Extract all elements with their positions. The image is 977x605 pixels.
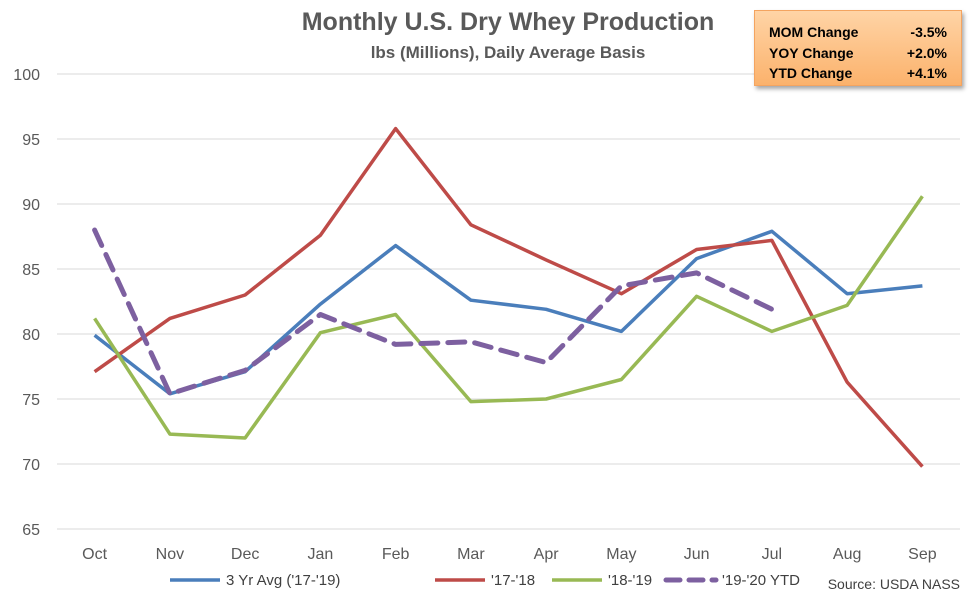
y-tick-label: 65 [22, 522, 40, 539]
source-note: Source: USDA NASS [828, 576, 960, 592]
y-tick-label: 70 [22, 457, 40, 474]
x-tick-label: Sep [908, 546, 937, 563]
legend-label: 3 Yr Avg ('17-'19) [226, 572, 340, 589]
change-summary-box: MOM Change -3.5% YOY Change +2.0% YTD Ch… [754, 10, 962, 86]
y-tick-label: 100 [13, 67, 40, 84]
y-tick-label: 80 [22, 327, 40, 344]
x-tick-label: Jan [307, 546, 333, 563]
stat-label: YTD Change [769, 65, 853, 81]
legend-label: '18-'19 [608, 572, 652, 589]
x-tick-label: Nov [156, 546, 184, 563]
y-axis-ticks: 65 70 75 80 85 90 95 100 [13, 67, 40, 539]
legend-label: '19-'20 YTD [722, 572, 800, 589]
series-line-2 [93, 195, 924, 440]
chart-subtitle: lbs (Millions), Daily Average Basis [371, 43, 646, 62]
legend-label: '17-'18 [491, 572, 535, 589]
series-line-0 [93, 229, 923, 396]
stat-value: +2.0% [906, 44, 947, 61]
y-tick-label: 90 [22, 197, 40, 214]
stat-row-ytd: YTD Change +4.1% [769, 63, 947, 84]
x-tick-label: Jul [762, 546, 782, 563]
series-lines [92, 126, 924, 468]
x-tick-label: May [606, 546, 636, 563]
x-tick-label: Feb [382, 546, 410, 563]
x-axis-ticks: Oct Nov Dec Jan Feb Mar Apr May Jun Jul Aug Sep [82, 546, 937, 563]
stat-label: MOM Change [769, 24, 859, 40]
series-line-1 [93, 126, 924, 468]
x-tick-label: Oct [82, 546, 107, 563]
stat-label: YOY Change [769, 44, 854, 61]
x-tick-label: Mar [457, 546, 485, 563]
y-tick-label: 75 [22, 392, 40, 409]
y-tick-label: 95 [22, 132, 40, 149]
stat-value: -3.5% [910, 24, 947, 40]
gridlines [57, 73, 960, 530]
x-tick-label: Aug [833, 546, 861, 563]
legend: 3 Yr Avg ('17-'19) '17-'18 '18-'19 '19-'20 … [170, 572, 800, 589]
x-tick-label: Jun [684, 546, 710, 563]
stat-value: +4.1% [906, 65, 947, 81]
stat-row-yoy: YOY Change +2.0% [769, 43, 947, 64]
x-tick-label: Apr [534, 546, 560, 563]
y-tick-label: 85 [22, 262, 40, 279]
series-line-3 [92, 227, 775, 397]
x-tick-label: Dec [231, 546, 259, 563]
stat-row-mom: MOM Change -3.5% [769, 22, 947, 43]
chart-title: Monthly U.S. Dry Whey Production [302, 8, 715, 36]
